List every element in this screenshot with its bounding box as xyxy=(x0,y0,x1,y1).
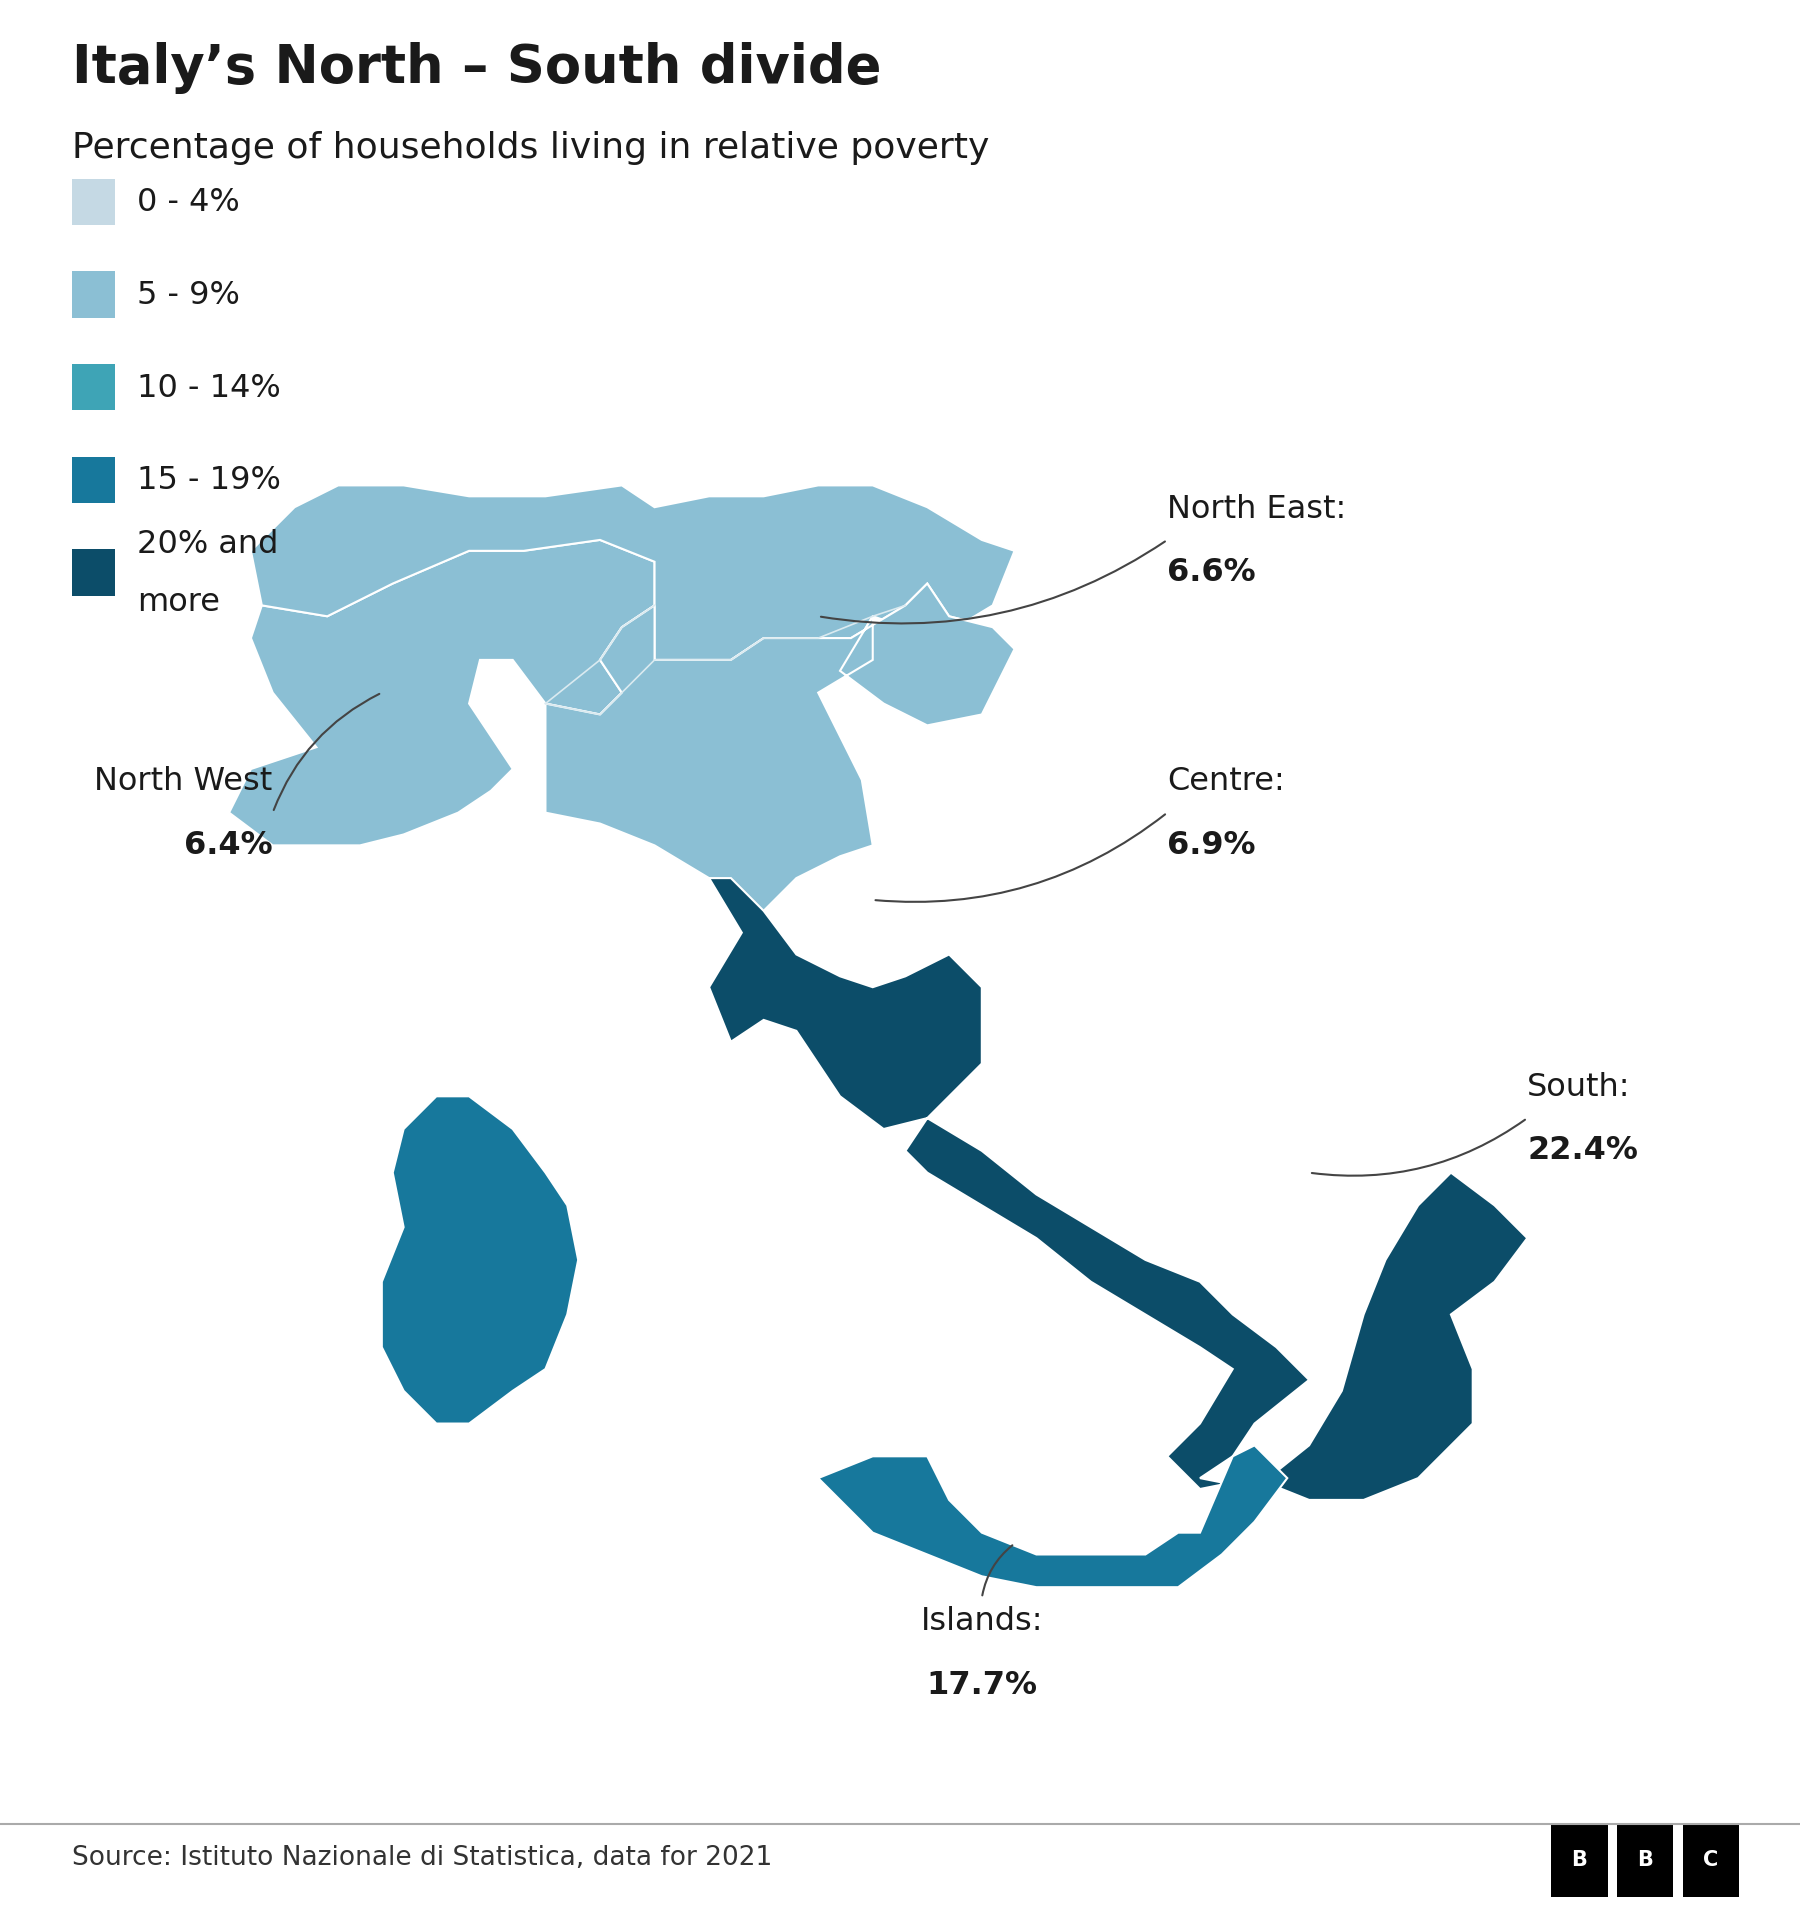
Text: 20% and: 20% and xyxy=(137,529,279,560)
Text: 17.7%: 17.7% xyxy=(927,1669,1037,1700)
Text: Centre:: Centre: xyxy=(1166,766,1285,797)
Text: 6.4%: 6.4% xyxy=(184,830,274,861)
Text: Islands:: Islands: xyxy=(920,1606,1042,1637)
Text: North East:: North East: xyxy=(1166,494,1346,525)
Text: 0 - 4%: 0 - 4% xyxy=(137,187,239,218)
Text: Percentage of households living in relative poverty: Percentage of households living in relat… xyxy=(72,131,990,166)
Text: Italy’s North – South divide: Italy’s North – South divide xyxy=(72,42,882,95)
Text: North West: North West xyxy=(94,766,274,797)
Polygon shape xyxy=(545,585,1015,1129)
Bar xyxy=(1683,1824,1739,1897)
Text: B: B xyxy=(1571,1849,1588,1868)
Text: 10 - 14%: 10 - 14% xyxy=(137,372,281,403)
Polygon shape xyxy=(709,878,1526,1500)
Text: 5 - 9%: 5 - 9% xyxy=(137,280,239,311)
Text: 22.4%: 22.4% xyxy=(1526,1135,1638,1166)
Text: B: B xyxy=(1638,1849,1652,1868)
Bar xyxy=(1616,1824,1674,1897)
Text: 6.9%: 6.9% xyxy=(1166,830,1256,861)
Text: C: C xyxy=(1703,1849,1719,1868)
Text: more: more xyxy=(137,587,220,618)
Polygon shape xyxy=(229,540,655,845)
Bar xyxy=(1552,1824,1607,1897)
Text: Source: Istituto Nazionale di Statistica, data for 2021: Source: Istituto Nazionale di Statistica… xyxy=(72,1843,772,1870)
Polygon shape xyxy=(250,486,1015,726)
Text: South:: South: xyxy=(1526,1071,1631,1102)
Text: 15 - 19%: 15 - 19% xyxy=(137,465,281,496)
Polygon shape xyxy=(382,1096,578,1424)
Text: 6.6%: 6.6% xyxy=(1166,558,1256,589)
Polygon shape xyxy=(819,1446,1287,1586)
